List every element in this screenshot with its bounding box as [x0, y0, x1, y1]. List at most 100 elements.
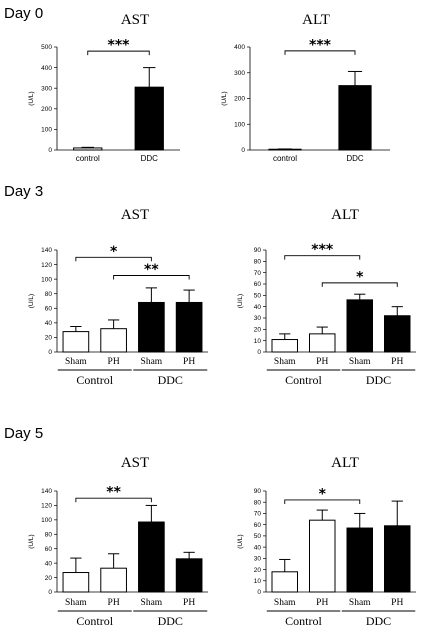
y-tick-label: 0: [241, 147, 245, 154]
category-label: Sham: [349, 598, 371, 608]
y-tick-label: 20: [254, 567, 262, 574]
y-tick-label: 500: [41, 44, 52, 51]
chart-title: ALT: [331, 455, 359, 471]
significance-label: ***: [311, 242, 334, 258]
significance-bracket: [321, 282, 398, 287]
category-label: PH: [391, 357, 403, 367]
chart-title: AST: [121, 207, 149, 223]
y-tick-label: 200: [234, 96, 245, 103]
day-label: Day 5: [4, 425, 43, 442]
bar-2: [309, 519, 336, 593]
significance-bracket: [284, 499, 361, 504]
y-tick-label: 40: [45, 320, 53, 327]
category-label: Sham: [65, 598, 87, 608]
bar-1: [271, 571, 298, 593]
y-tick-label: 10: [254, 578, 262, 585]
y-tick-label: 50: [254, 293, 262, 300]
category-label: PH: [183, 357, 195, 367]
chart-d3-ast: Day 3 AST 0 20 40 60 80 100 120 140 (U/L) Sham PH Sha…: [4, 183, 208, 387]
y-tick-label: 80: [254, 499, 262, 506]
y-tick-label: 80: [45, 531, 53, 538]
bar-4: [384, 315, 411, 353]
y-axis-label: (U/L): [28, 534, 35, 548]
bar-1: [73, 147, 103, 151]
significance-label: ***: [309, 37, 332, 53]
category-label: PH: [183, 598, 195, 608]
bar-3: [138, 301, 165, 353]
y-tick-label: 70: [254, 511, 262, 518]
day-label: Day 3: [4, 183, 43, 200]
category-label: DDC: [141, 154, 159, 163]
y-tick-label: 140: [41, 488, 52, 495]
group-label: Control: [285, 373, 322, 387]
y-tick-label: 0: [48, 147, 52, 154]
category-label: Sham: [141, 357, 163, 367]
y-tick-label: 100: [41, 276, 52, 283]
category-label: control: [273, 154, 297, 163]
significance-label: **: [106, 485, 121, 501]
y-tick-label: 300: [41, 85, 52, 92]
category-label: Sham: [141, 598, 163, 608]
chart-title: AST: [121, 455, 149, 471]
y-axis-label: (U/L): [237, 534, 244, 548]
category-label: control: [76, 154, 100, 163]
y-tick-label: 120: [41, 503, 52, 510]
y-tick-label: 90: [254, 488, 262, 495]
group-label: DDC: [366, 373, 391, 387]
y-tick-label: 120: [41, 262, 52, 269]
bar-1: [62, 572, 90, 593]
category-label: Sham: [274, 598, 296, 608]
y-tick-label: 400: [234, 44, 245, 51]
significance-label: *: [319, 486, 327, 502]
bar-4: [175, 558, 203, 593]
chart-d0-alt: ALT 0 100 200 300 400 (U/L) control DDC ***: [221, 12, 390, 163]
significance-bracket: [75, 256, 152, 262]
bar-2: [134, 86, 164, 151]
group-label: DDC: [158, 373, 183, 387]
significance-label: *: [110, 244, 118, 260]
y-tick-label: 100: [41, 517, 52, 524]
y-tick-label: 300: [234, 70, 245, 77]
y-tick-label: 20: [45, 335, 53, 342]
bar-4: [175, 301, 203, 353]
category-label: Sham: [65, 357, 87, 367]
category-label: PH: [316, 598, 328, 608]
significance-bracket: [284, 255, 361, 260]
y-tick-label: 40: [45, 560, 53, 567]
bar-3: [138, 521, 165, 593]
y-tick-label: 400: [41, 65, 52, 72]
significance-bracket: [113, 275, 190, 280]
chart-d3-alt: ALT 0 10 20 30 40 50 60 70 80 90 (U/L) Sham PH Sham PH C…: [237, 207, 416, 387]
y-tick-label: 60: [254, 281, 262, 288]
y-tick-label: 140: [41, 247, 52, 254]
significance-label: *: [356, 269, 364, 285]
y-tick-label: 50: [254, 533, 262, 540]
category-label: PH: [108, 357, 120, 367]
y-tick-label: 70: [254, 270, 262, 277]
day-label: Day 0: [4, 5, 43, 22]
category-label: PH: [391, 598, 403, 608]
group-label: Control: [285, 614, 322, 628]
y-tick-label: 200: [41, 106, 52, 113]
bar-4: [384, 525, 411, 593]
chart-d5-alt: ALT 0 10 20 30 40 50 60 70 80 90 (U/L) Sham PH Sham PH C…: [237, 455, 416, 628]
group-label: DDC: [158, 614, 183, 628]
group-label: Control: [76, 373, 113, 387]
significance-label: **: [144, 262, 159, 278]
y-tick-label: 100: [234, 121, 245, 128]
y-tick-label: 20: [254, 327, 262, 334]
significance-bracket: [87, 50, 150, 56]
significance-label: ***: [108, 38, 131, 54]
y-tick-label: 0: [257, 589, 261, 596]
y-tick-label: 60: [45, 546, 53, 553]
chart-d5-ast: Day 5 AST 0 20 40 60 80 100 120 140 (U/L) Sham PH Sha…: [4, 425, 208, 628]
y-tick-label: 0: [257, 349, 261, 356]
group-label: Control: [76, 614, 113, 628]
y-tick-label: 60: [45, 305, 53, 312]
bar-2: [100, 328, 127, 353]
y-tick-label: 30: [254, 556, 262, 563]
chart-title: ALT: [331, 207, 359, 223]
y-tick-label: 40: [254, 304, 262, 311]
significance-bracket: [284, 50, 356, 55]
